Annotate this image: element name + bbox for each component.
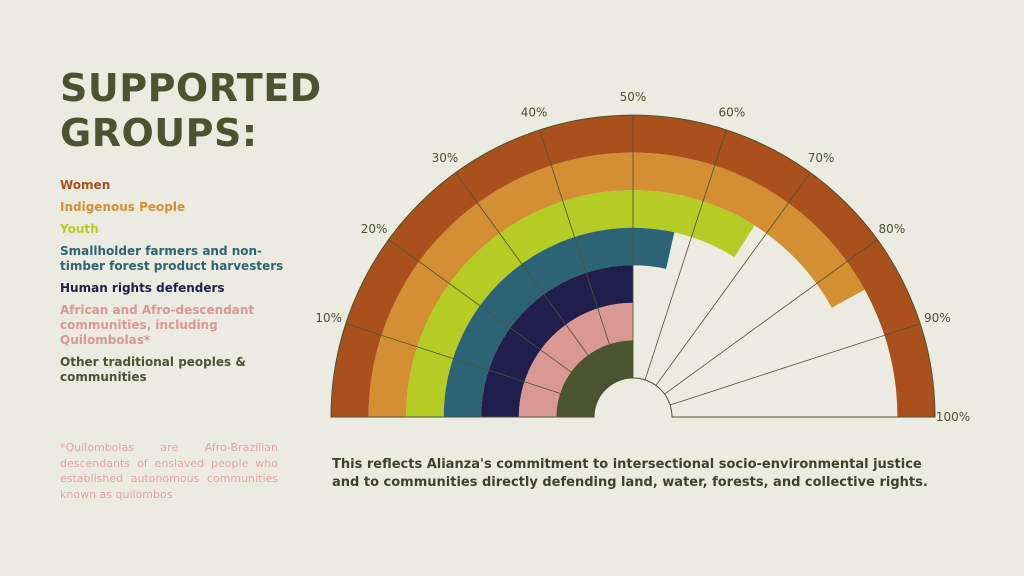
legend-item-afro-descendant-communities: African and Afro-descendant communities,…	[60, 303, 255, 347]
gridline-40	[539, 129, 622, 381]
tick-label-70: 70%	[808, 151, 835, 165]
gridline-20	[388, 239, 602, 395]
gridline-30	[455, 172, 611, 386]
legend-item-other-traditional-peoples: Other traditional peoples & communities	[60, 355, 246, 384]
page-title: SUPPORTED GROUPS:	[60, 66, 322, 156]
bar-indigenous-people	[368, 152, 865, 418]
gridline-10	[345, 323, 597, 406]
tick-label-50: 50%	[620, 90, 647, 104]
gridline-80	[664, 239, 878, 395]
legend-item-women: Women	[60, 178, 111, 192]
bar-women	[331, 115, 935, 417]
chart-outline	[330, 114, 936, 418]
bar-smallholder-farmers-and-non-timber-forest-product-harvesters	[443, 227, 675, 417]
chart-tick-labels: 10% 20% 30% 40% 50% 60% 70% 80% 90% 100%	[315, 90, 970, 424]
legend: Women Indigenous People Youth Smallholde…	[60, 178, 290, 392]
legend-item-indigenous-people: Indigenous People	[60, 200, 186, 214]
legend-item-smallholder-farmers: Smallholder farmers and non-timber fores…	[60, 244, 284, 273]
bar-african-and-afro-descendant-communities-including-quilombolas	[518, 302, 633, 417]
chart-caption: This reflects Alianza's commitment to in…	[332, 457, 928, 490]
tick-label-100: 100%	[936, 410, 970, 424]
bar-youth	[406, 190, 755, 417]
tick-label-10: 10%	[315, 311, 342, 325]
title-line-1: SUPPORTED	[60, 66, 322, 110]
chart-bars	[330, 114, 936, 418]
gridline-90	[669, 323, 921, 406]
tick-label-20: 20%	[361, 222, 388, 236]
tick-label-90: 90%	[924, 311, 951, 325]
tick-label-80: 80%	[879, 222, 906, 236]
chart-gridlines	[331, 115, 935, 418]
tick-label-60: 60%	[719, 106, 746, 120]
gridline-70	[655, 172, 811, 386]
gridline-60	[644, 129, 727, 381]
quilombolas-footnote: *Quilombolas are Afro-Brazilian descenda…	[60, 441, 278, 501]
bar-human-rights-defenders	[481, 265, 633, 417]
legend-item-youth: Youth	[60, 222, 99, 236]
tick-label-40: 40%	[521, 106, 548, 120]
tick-label-30: 30%	[432, 151, 459, 165]
bar-other-traditional-peoples-communities	[556, 340, 633, 417]
title-line-2: GROUPS:	[60, 111, 258, 155]
legend-item-human-rights-defenders: Human rights defenders	[60, 281, 225, 295]
